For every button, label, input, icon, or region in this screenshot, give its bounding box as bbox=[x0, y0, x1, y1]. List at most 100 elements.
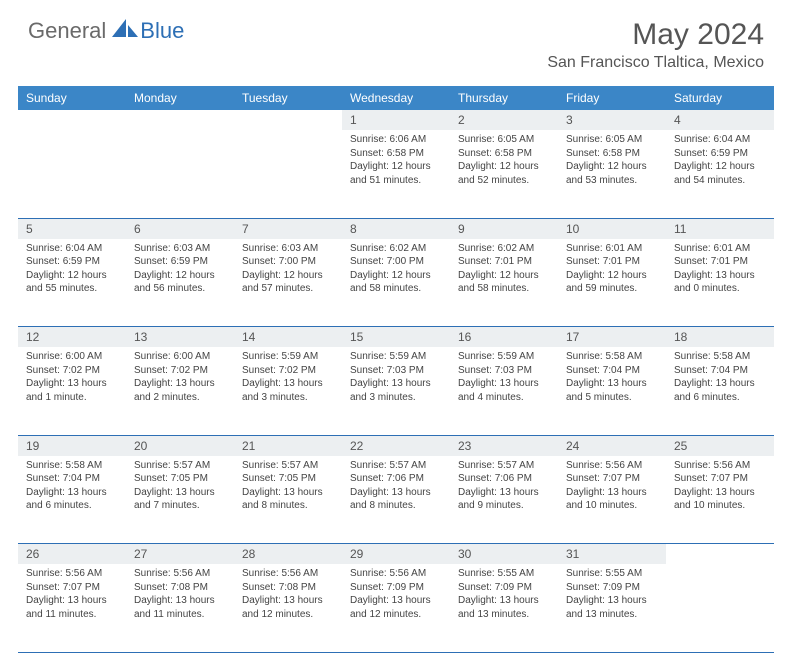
day-number-cell: 5 bbox=[18, 218, 126, 239]
day-number-cell bbox=[666, 544, 774, 565]
day-data-cell: Sunrise: 5:55 AMSunset: 7:09 PMDaylight:… bbox=[450, 564, 558, 652]
sunrise-text: Sunrise: 5:56 AM bbox=[350, 567, 442, 581]
logo-text-blue: Blue bbox=[140, 18, 184, 44]
day-number-cell: 14 bbox=[234, 327, 342, 348]
daylight-text: Daylight: 13 hours and 10 minutes. bbox=[566, 486, 658, 513]
sunrise-text: Sunrise: 5:56 AM bbox=[242, 567, 334, 581]
daylight-text: Daylight: 13 hours and 13 minutes. bbox=[458, 594, 550, 621]
day-data-cell: Sunrise: 5:56 AMSunset: 7:08 PMDaylight:… bbox=[126, 564, 234, 652]
sunrise-text: Sunrise: 5:59 AM bbox=[350, 350, 442, 364]
sunrise-text: Sunrise: 5:57 AM bbox=[134, 459, 226, 473]
daylight-text: Daylight: 13 hours and 4 minutes. bbox=[458, 377, 550, 404]
day-data-cell: Sunrise: 5:56 AMSunset: 7:08 PMDaylight:… bbox=[234, 564, 342, 652]
day-data-cell: Sunrise: 5:57 AMSunset: 7:05 PMDaylight:… bbox=[234, 456, 342, 544]
daydata-row: Sunrise: 5:58 AMSunset: 7:04 PMDaylight:… bbox=[18, 456, 774, 544]
day-data-cell: Sunrise: 6:01 AMSunset: 7:01 PMDaylight:… bbox=[666, 239, 774, 327]
day-number-cell: 26 bbox=[18, 544, 126, 565]
sunrise-text: Sunrise: 6:01 AM bbox=[674, 242, 766, 256]
sunrise-text: Sunrise: 5:58 AM bbox=[26, 459, 118, 473]
daylight-text: Daylight: 13 hours and 11 minutes. bbox=[134, 594, 226, 621]
day-number-cell: 15 bbox=[342, 327, 450, 348]
daylight-text: Daylight: 13 hours and 7 minutes. bbox=[134, 486, 226, 513]
weekday-header: Saturday bbox=[666, 86, 774, 110]
day-data-cell: Sunrise: 6:04 AMSunset: 6:59 PMDaylight:… bbox=[18, 239, 126, 327]
daylight-text: Daylight: 12 hours and 58 minutes. bbox=[458, 269, 550, 296]
sunset-text: Sunset: 7:00 PM bbox=[350, 255, 442, 269]
daylight-text: Daylight: 13 hours and 5 minutes. bbox=[566, 377, 658, 404]
weekday-header-row: Sunday Monday Tuesday Wednesday Thursday… bbox=[18, 86, 774, 110]
day-number-cell: 6 bbox=[126, 218, 234, 239]
sunset-text: Sunset: 7:01 PM bbox=[566, 255, 658, 269]
sunset-text: Sunset: 7:08 PM bbox=[242, 581, 334, 595]
daylight-text: Daylight: 13 hours and 12 minutes. bbox=[242, 594, 334, 621]
logo-sail-icon bbox=[112, 19, 138, 44]
day-data-cell: Sunrise: 6:05 AMSunset: 6:58 PMDaylight:… bbox=[558, 130, 666, 218]
sunrise-text: Sunrise: 6:06 AM bbox=[350, 133, 442, 147]
sunset-text: Sunset: 7:01 PM bbox=[458, 255, 550, 269]
day-data-cell: Sunrise: 5:57 AMSunset: 7:06 PMDaylight:… bbox=[342, 456, 450, 544]
sunset-text: Sunset: 7:09 PM bbox=[350, 581, 442, 595]
daylight-text: Daylight: 13 hours and 3 minutes. bbox=[242, 377, 334, 404]
daynum-row: 1234 bbox=[18, 110, 774, 130]
location: San Francisco Tlaltica, Mexico bbox=[547, 54, 764, 72]
day-data-cell: Sunrise: 6:01 AMSunset: 7:01 PMDaylight:… bbox=[558, 239, 666, 327]
day-data-cell: Sunrise: 6:04 AMSunset: 6:59 PMDaylight:… bbox=[666, 130, 774, 218]
sunset-text: Sunset: 7:03 PM bbox=[350, 364, 442, 378]
sunset-text: Sunset: 6:58 PM bbox=[458, 147, 550, 161]
sunset-text: Sunset: 6:58 PM bbox=[350, 147, 442, 161]
day-number-cell bbox=[18, 110, 126, 130]
sunrise-text: Sunrise: 6:05 AM bbox=[566, 133, 658, 147]
day-data-cell: Sunrise: 6:05 AMSunset: 6:58 PMDaylight:… bbox=[450, 130, 558, 218]
sunset-text: Sunset: 7:05 PM bbox=[242, 472, 334, 486]
daylight-text: Daylight: 13 hours and 6 minutes. bbox=[26, 486, 118, 513]
day-data-cell: Sunrise: 6:00 AMSunset: 7:02 PMDaylight:… bbox=[126, 347, 234, 435]
sunset-text: Sunset: 7:09 PM bbox=[458, 581, 550, 595]
day-data-cell: Sunrise: 5:59 AMSunset: 7:02 PMDaylight:… bbox=[234, 347, 342, 435]
daylight-text: Daylight: 12 hours and 58 minutes. bbox=[350, 269, 442, 296]
sunset-text: Sunset: 6:58 PM bbox=[566, 147, 658, 161]
sunrise-text: Sunrise: 5:56 AM bbox=[26, 567, 118, 581]
daydata-row: Sunrise: 5:56 AMSunset: 7:07 PMDaylight:… bbox=[18, 564, 774, 652]
day-data-cell bbox=[18, 130, 126, 218]
sunrise-text: Sunrise: 6:03 AM bbox=[242, 242, 334, 256]
day-number-cell: 10 bbox=[558, 218, 666, 239]
sunset-text: Sunset: 7:08 PM bbox=[134, 581, 226, 595]
daylight-text: Daylight: 13 hours and 1 minute. bbox=[26, 377, 118, 404]
day-number-cell bbox=[234, 110, 342, 130]
day-number-cell: 2 bbox=[450, 110, 558, 130]
daynum-row: 262728293031 bbox=[18, 544, 774, 565]
day-data-cell: Sunrise: 5:58 AMSunset: 7:04 PMDaylight:… bbox=[666, 347, 774, 435]
sunset-text: Sunset: 7:04 PM bbox=[674, 364, 766, 378]
day-number-cell: 31 bbox=[558, 544, 666, 565]
daylight-text: Daylight: 12 hours and 54 minutes. bbox=[674, 160, 766, 187]
day-number-cell: 21 bbox=[234, 435, 342, 456]
day-number-cell: 28 bbox=[234, 544, 342, 565]
month-title: May 2024 bbox=[547, 18, 764, 52]
day-number-cell: 13 bbox=[126, 327, 234, 348]
daylight-text: Daylight: 13 hours and 0 minutes. bbox=[674, 269, 766, 296]
calendar-table: Sunday Monday Tuesday Wednesday Thursday… bbox=[18, 86, 774, 653]
title-block: May 2024 San Francisco Tlaltica, Mexico bbox=[547, 18, 764, 72]
sunrise-text: Sunrise: 6:03 AM bbox=[134, 242, 226, 256]
sunset-text: Sunset: 7:07 PM bbox=[26, 581, 118, 595]
day-number-cell: 7 bbox=[234, 218, 342, 239]
sunset-text: Sunset: 7:06 PM bbox=[350, 472, 442, 486]
sunrise-text: Sunrise: 5:55 AM bbox=[566, 567, 658, 581]
sunset-text: Sunset: 7:01 PM bbox=[674, 255, 766, 269]
weekday-header: Monday bbox=[126, 86, 234, 110]
day-data-cell: Sunrise: 6:02 AMSunset: 7:01 PMDaylight:… bbox=[450, 239, 558, 327]
day-data-cell: Sunrise: 5:58 AMSunset: 7:04 PMDaylight:… bbox=[18, 456, 126, 544]
daylight-text: Daylight: 13 hours and 13 minutes. bbox=[566, 594, 658, 621]
sunset-text: Sunset: 6:59 PM bbox=[674, 147, 766, 161]
day-number-cell: 27 bbox=[126, 544, 234, 565]
daynum-row: 19202122232425 bbox=[18, 435, 774, 456]
daylight-text: Daylight: 13 hours and 8 minutes. bbox=[242, 486, 334, 513]
day-data-cell: Sunrise: 6:03 AMSunset: 6:59 PMDaylight:… bbox=[126, 239, 234, 327]
day-number-cell: 19 bbox=[18, 435, 126, 456]
sunrise-text: Sunrise: 6:05 AM bbox=[458, 133, 550, 147]
daynum-row: 567891011 bbox=[18, 218, 774, 239]
day-number-cell: 1 bbox=[342, 110, 450, 130]
sunrise-text: Sunrise: 5:58 AM bbox=[566, 350, 658, 364]
daylight-text: Daylight: 12 hours and 55 minutes. bbox=[26, 269, 118, 296]
sunrise-text: Sunrise: 6:00 AM bbox=[134, 350, 226, 364]
